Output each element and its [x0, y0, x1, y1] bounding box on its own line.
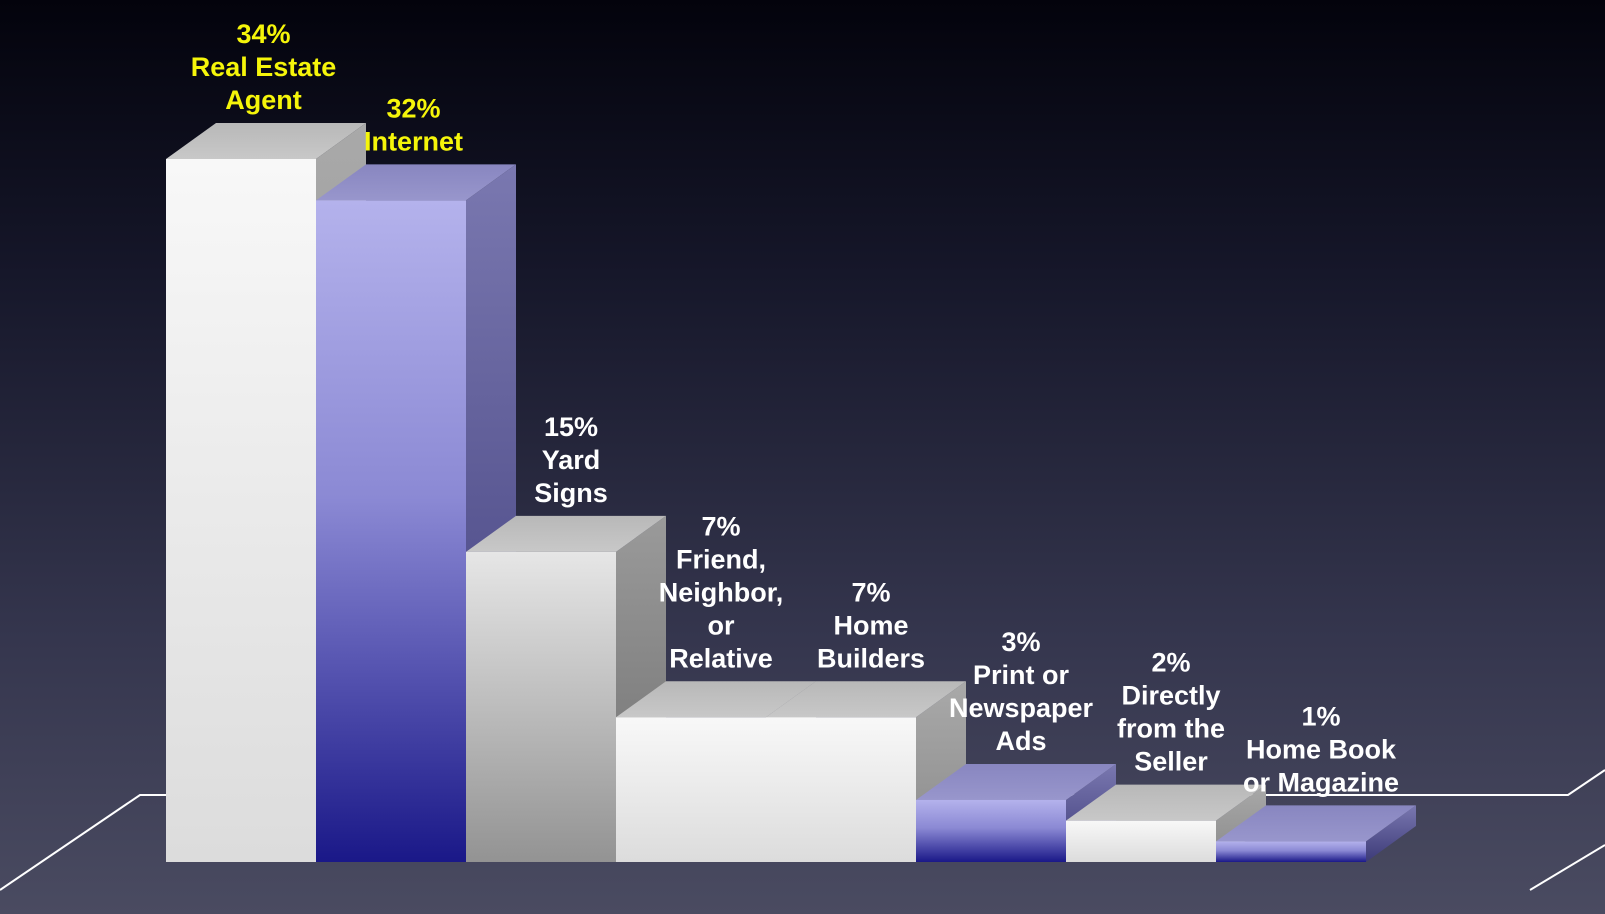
bar-front — [916, 799, 1066, 862]
category-label: Neighbor, — [659, 577, 784, 607]
category-label: Ads — [995, 726, 1046, 756]
floor-right-line — [1529, 844, 1605, 891]
value-label: 2% — [1151, 648, 1190, 678]
bar-top — [166, 123, 366, 159]
bar-label-2: 32%Internet — [364, 93, 463, 156]
value-label: 1% — [1301, 701, 1340, 731]
category-label: Directly — [1121, 681, 1220, 711]
bar-top — [316, 164, 516, 201]
category-label: Internet — [364, 126, 463, 156]
bar-top — [616, 681, 816, 718]
bar-front — [766, 717, 916, 862]
category-label: Real Estate — [191, 52, 337, 82]
value-label: 34% — [236, 19, 290, 49]
bar-front — [466, 551, 616, 862]
bar-front — [1066, 820, 1216, 862]
value-label: 3% — [1001, 627, 1040, 657]
bar-front — [1216, 841, 1366, 862]
value-label: 15% — [544, 412, 598, 442]
bar-top — [916, 763, 1116, 800]
bar-8 — [1216, 805, 1416, 862]
category-label: or Magazine — [1243, 767, 1399, 797]
category-label: Relative — [669, 643, 773, 673]
bar-top — [466, 515, 666, 552]
category-label: Home Book — [1246, 734, 1397, 764]
category-label: Agent — [225, 85, 302, 115]
bars — [166, 123, 1416, 863]
category-label: Signs — [534, 478, 608, 508]
bar-front — [166, 159, 316, 862]
bar-front — [616, 717, 766, 862]
category-label: or — [708, 610, 735, 640]
category-label: Home — [833, 610, 908, 640]
category-label: Seller — [1134, 747, 1208, 777]
value-label: 7% — [851, 577, 890, 607]
bar-top — [1216, 805, 1416, 842]
category-label: Print or — [973, 660, 1069, 690]
category-label: Builders — [817, 643, 925, 673]
value-label: 32% — [386, 93, 440, 123]
category-label: Friend, — [676, 544, 766, 574]
bar-side — [1366, 805, 1416, 862]
value-label: 7% — [701, 511, 740, 541]
bar-top — [766, 681, 966, 718]
bar-front — [316, 200, 466, 863]
bar-6 — [916, 763, 1116, 862]
bar-top — [1066, 784, 1266, 821]
category-label: from the — [1117, 714, 1225, 744]
category-label: Newspaper — [949, 693, 1094, 723]
category-label: Yard — [542, 445, 601, 475]
